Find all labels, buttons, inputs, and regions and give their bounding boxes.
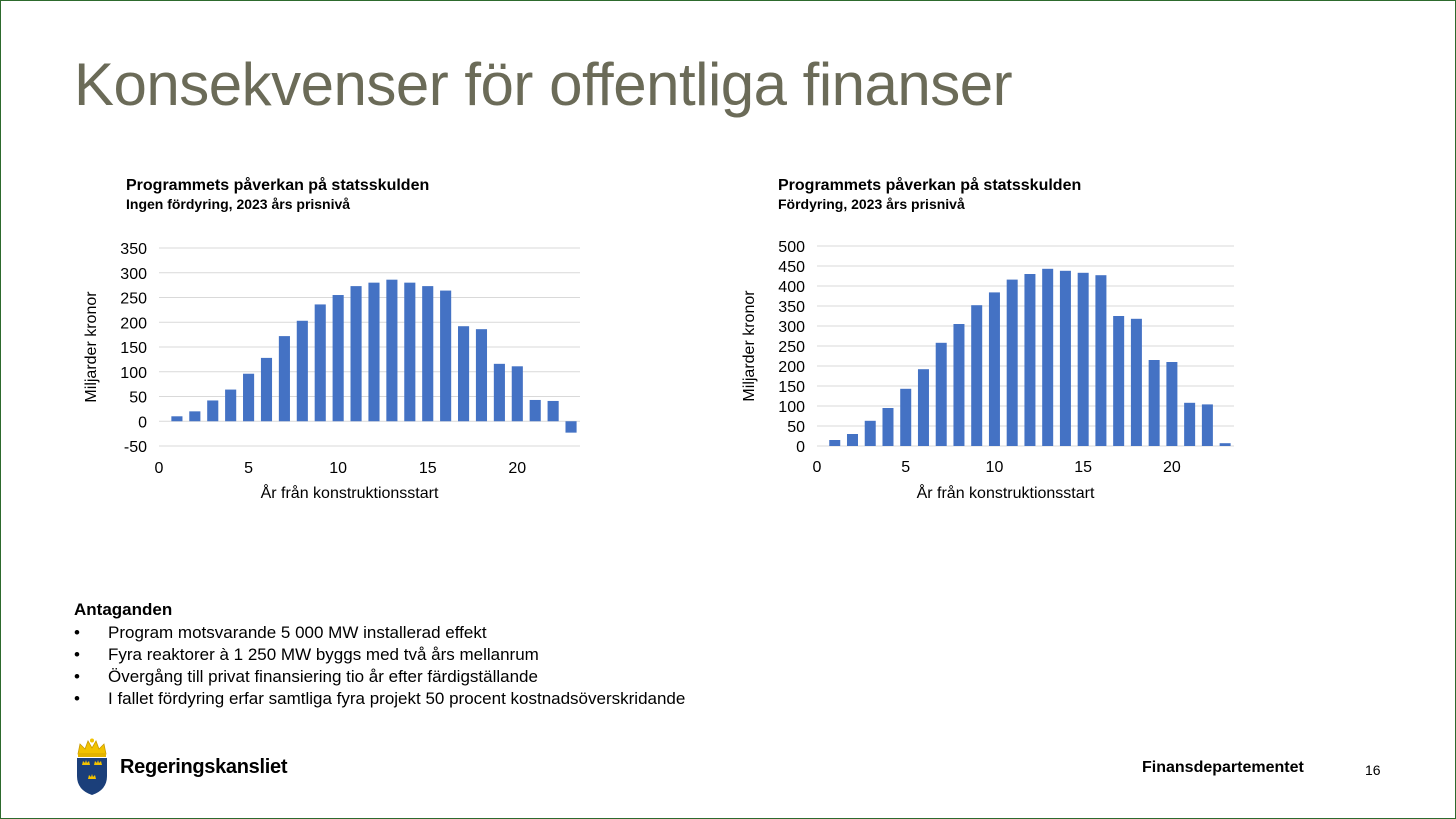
bar [1184, 402, 1196, 446]
bar [404, 282, 416, 422]
x-tick-label: 15 [419, 460, 437, 477]
chart-subtitle: Ingen fördyring, 2023 års prisnivå [126, 196, 351, 212]
bar [953, 324, 965, 446]
bar [440, 290, 452, 422]
list-item: • Fyra reaktorer à 1 250 MW byggs med två… [74, 645, 539, 664]
bar [189, 411, 201, 422]
bar [314, 304, 326, 422]
y-tick-label: 500 [778, 239, 805, 256]
y-tick-label: 300 [120, 266, 147, 283]
bar [296, 320, 308, 422]
y-tick-label: 350 [120, 241, 147, 258]
bar [988, 292, 1000, 446]
list-item: • Program motsvarande 5 000 MW installera… [74, 623, 487, 642]
y-tick-label: 0 [796, 439, 805, 456]
bar [1059, 270, 1071, 446]
chart-title: Programmets påverkan på statsskulden [778, 177, 1082, 194]
bar [846, 434, 858, 446]
bar [368, 282, 380, 422]
slide-title: Konsekvenser för offentliga finanser [74, 51, 1013, 118]
y-tick-label: 250 [120, 291, 147, 308]
bar [829, 440, 841, 446]
x-tick-label: 10 [986, 459, 1004, 476]
page-number: 16 [1365, 762, 1381, 778]
bar [1148, 360, 1160, 446]
bar [386, 279, 398, 422]
bar [1166, 362, 1178, 446]
bar [511, 366, 523, 422]
bar [207, 400, 219, 422]
bar [917, 369, 929, 446]
y-tick-label: 350 [778, 299, 805, 316]
y-tick-label: 0 [138, 414, 147, 431]
chart-title: Programmets påverkan på statsskulden [126, 177, 430, 194]
x-tick-label: 10 [329, 460, 347, 477]
assumptions-heading: Antaganden [74, 600, 173, 619]
coat-of-arms-icon [77, 738, 107, 795]
y-tick-label: -50 [124, 439, 147, 456]
bar [565, 421, 577, 433]
regeringskansliet-logo: Regeringskansliet [74, 738, 287, 796]
bar [935, 342, 947, 446]
y-axis-label: Miljarder kronor [741, 290, 758, 402]
x-tick-label: 0 [813, 459, 822, 476]
x-axis-label: År från konstruktionsstart [917, 483, 1095, 502]
x-tick-label: 20 [1163, 459, 1181, 476]
list-item: • I fallet fördyring erfar samtliga fyra … [74, 689, 686, 708]
bar [225, 389, 237, 422]
x-tick-label: 20 [508, 460, 526, 477]
x-tick-label: 15 [1074, 459, 1092, 476]
x-axis-label: År från konstruktionsstart [261, 483, 439, 502]
y-tick-label: 50 [787, 419, 805, 436]
assumptions: Antaganden • Program motsvarande 5 000 MW… [74, 600, 685, 710]
bar [278, 336, 290, 422]
bar [350, 286, 362, 422]
x-tick-label: 5 [244, 460, 253, 477]
bar [1042, 268, 1054, 446]
x-tick-label: 0 [155, 460, 164, 477]
bar [457, 326, 470, 422]
bar [243, 373, 255, 422]
x-tick-label: 5 [901, 459, 910, 476]
bar [1077, 272, 1089, 446]
y-tick-label: 100 [778, 399, 805, 416]
bar [493, 363, 505, 422]
y-tick-label: 200 [120, 315, 147, 332]
bar [547, 400, 559, 422]
y-tick-label: 200 [778, 359, 805, 376]
chart-subtitle: Fördyring, 2023 års prisnivå [778, 196, 965, 212]
bar [1113, 316, 1125, 446]
footer-department: Finansdepartementet [1142, 759, 1304, 776]
bar [882, 408, 894, 446]
y-tick-label: 250 [778, 339, 805, 356]
bar [900, 388, 912, 446]
bar [422, 286, 434, 422]
bar [864, 420, 876, 446]
bar [529, 399, 541, 422]
bar [1201, 404, 1213, 446]
logo-text: Regeringskansliet [120, 755, 288, 778]
y-tick-label: 50 [129, 390, 147, 407]
chart-1-plot: 0 50 100 150 200 250 300 350 400 450 500 0 5 10 15 20 År… [741, 239, 1234, 502]
bar [1095, 275, 1107, 446]
y-tick-label: 400 [778, 279, 805, 296]
y-tick-label: 150 [778, 379, 805, 396]
bar [1006, 279, 1018, 446]
y-tick-label: 450 [778, 259, 805, 276]
bar [1024, 274, 1036, 446]
chart-0-plot: -50 0 50 100 150 200 250 300 350 0 5 10 15 20 År från … [83, 241, 580, 502]
bar [171, 416, 183, 422]
y-tick-label: 150 [120, 340, 147, 357]
y-axis-label: Miljarder kronor [83, 291, 100, 403]
bar [475, 329, 488, 422]
list-item: • Övergång till privat finansiering tio å… [74, 667, 538, 686]
bar [260, 357, 273, 422]
bar [971, 305, 983, 446]
assumptions-list: • Program motsvarande 5 000 MW installera… [74, 622, 685, 710]
y-tick-label: 100 [120, 365, 147, 382]
bar [1219, 443, 1231, 446]
bar [332, 295, 344, 422]
y-tick-label: 300 [778, 319, 805, 336]
bar [1130, 318, 1142, 446]
